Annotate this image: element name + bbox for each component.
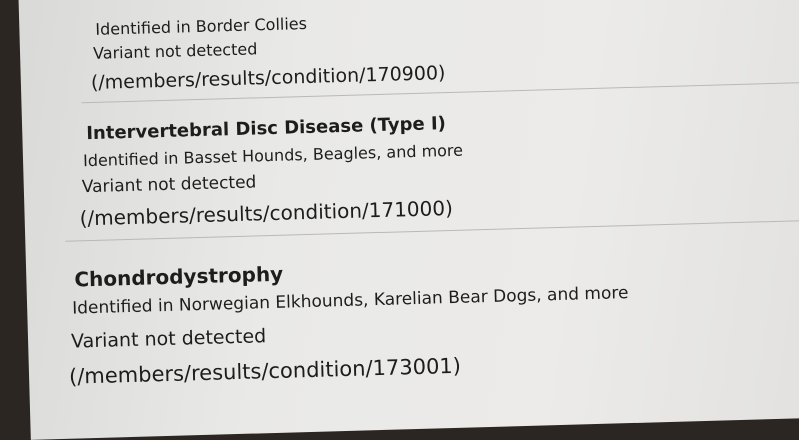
condition-identified: Identified in Border Collies (95, 13, 308, 39)
condition-title: Chondrodystrophy (74, 261, 284, 292)
condition-link[interactable]: (/members/results/condition/171000) (79, 195, 454, 231)
condition-link[interactable]: (/members/results/condition/173001) (68, 353, 462, 389)
condition-link[interactable]: (/members/results/condition/170900) (90, 62, 446, 95)
condition-title: Intervertebral Disc Disease (Type I) (86, 113, 447, 145)
condition-status: Variant not detected (70, 325, 267, 353)
condition-status: Variant not detected (92, 39, 258, 63)
printed-page: Identified in Border Collies Variant not… (18, 0, 799, 440)
condition-identified: Identified in Basset Hounds, Beagles, an… (82, 140, 464, 171)
condition-status: Variant not detected (81, 172, 257, 198)
